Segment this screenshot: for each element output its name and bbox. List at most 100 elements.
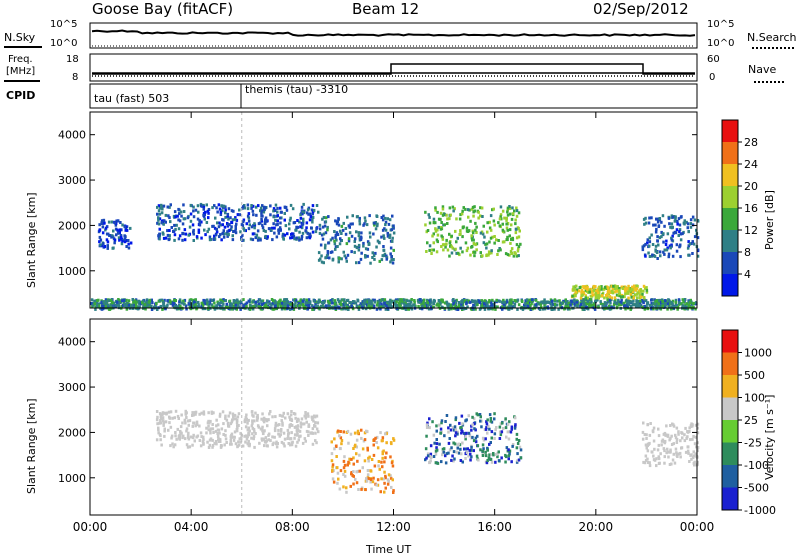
- data-point: [296, 424, 300, 428]
- data-point: [487, 253, 490, 257]
- data-point: [486, 448, 489, 452]
- data-point: [168, 421, 171, 425]
- data-point: [441, 213, 445, 217]
- data-point: [320, 301, 324, 304]
- data-point: [480, 206, 484, 210]
- data-point: [482, 438, 486, 442]
- colorbar-tick-label: 24: [744, 158, 758, 171]
- data-point: [143, 303, 147, 307]
- data-point: [269, 204, 272, 208]
- data-point: [266, 299, 269, 303]
- data-point: [390, 485, 393, 489]
- data-point: [373, 300, 376, 304]
- data-point: [438, 442, 441, 446]
- data-point: [529, 308, 533, 311]
- data-point: [650, 450, 653, 454]
- data-point: [357, 488, 360, 491]
- data-point: [626, 304, 629, 308]
- data-point: [408, 299, 411, 303]
- data-point: [104, 300, 107, 304]
- data-point: [324, 304, 328, 308]
- data-point: [550, 305, 553, 309]
- data-point: [202, 205, 206, 209]
- data-point: [224, 215, 227, 219]
- data-point: [418, 300, 422, 304]
- data-point: [504, 460, 507, 464]
- data-point: [503, 216, 506, 220]
- data-point: [335, 238, 338, 242]
- data-point: [286, 412, 290, 416]
- data-point: [181, 421, 184, 425]
- data-point: [510, 217, 514, 221]
- data-point: [474, 436, 478, 440]
- data-point: [258, 298, 262, 302]
- data-point: [639, 299, 642, 303]
- data-point: [229, 228, 233, 231]
- data-point: [163, 429, 166, 433]
- noise-right-tick-bottom: 10^0: [707, 38, 735, 49]
- data-point: [216, 300, 219, 304]
- data-point: [164, 307, 167, 311]
- data-point: [646, 457, 649, 461]
- data-point: [696, 426, 699, 430]
- data-point: [384, 432, 387, 436]
- data-point: [182, 302, 186, 306]
- data-point: [675, 243, 679, 247]
- data-point: [235, 307, 238, 311]
- data-point: [98, 223, 101, 227]
- data-point: [670, 222, 674, 226]
- data-point: [482, 241, 486, 245]
- data-point: [293, 412, 297, 416]
- data-point: [480, 299, 483, 303]
- data-point: [192, 215, 196, 219]
- data-point: [233, 217, 237, 221]
- data-point: [461, 250, 464, 254]
- data-point: [582, 307, 585, 311]
- data-point: [234, 417, 238, 421]
- data-point: [590, 300, 593, 304]
- data-point: [662, 447, 666, 451]
- data-point: [417, 304, 420, 308]
- y-tick-label: 1000: [58, 472, 86, 485]
- data-point: [181, 238, 184, 242]
- velocity-panel-frame: [89, 318, 698, 516]
- data-point: [426, 301, 429, 305]
- data-point: [372, 453, 376, 457]
- data-point: [318, 227, 322, 231]
- data-point: [376, 483, 380, 487]
- data-point: [502, 300, 506, 304]
- data-point: [311, 442, 315, 446]
- data-point: [432, 300, 435, 304]
- data-point: [478, 413, 482, 416]
- data-point: [511, 236, 514, 240]
- data-point: [289, 307, 292, 311]
- data-point: [683, 298, 687, 301]
- data-point: [441, 205, 445, 209]
- data-point: [635, 287, 639, 291]
- data-point: [641, 292, 644, 296]
- data-point: [448, 254, 451, 258]
- data-point: [663, 224, 666, 228]
- data-point: [181, 222, 185, 226]
- data-point: [468, 208, 471, 212]
- data-point: [384, 228, 388, 232]
- data-point: [288, 218, 292, 222]
- data-point: [514, 425, 517, 428]
- data-point: [305, 236, 309, 240]
- data-point: [229, 216, 232, 220]
- data-point: [204, 210, 207, 214]
- data-point: [100, 307, 104, 311]
- data-point: [402, 298, 406, 302]
- data-point: [439, 211, 443, 215]
- data-point: [306, 208, 310, 212]
- data-point: [305, 221, 309, 225]
- data-point: [606, 300, 609, 304]
- data-point: [369, 235, 372, 239]
- data-point: [168, 205, 171, 209]
- data-point: [281, 421, 284, 425]
- data-point: [221, 223, 224, 227]
- data-point: [336, 233, 340, 236]
- data-point: [230, 435, 233, 439]
- data-point: [245, 434, 248, 438]
- data-point: [123, 225, 126, 229]
